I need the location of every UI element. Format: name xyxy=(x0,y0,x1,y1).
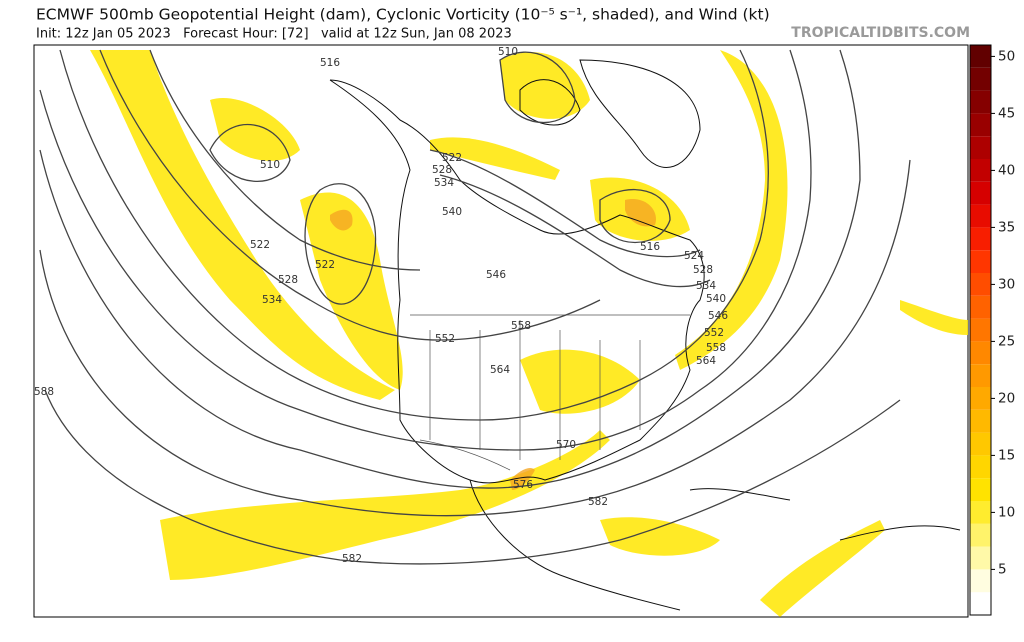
contour-label: 510 xyxy=(260,159,280,171)
colorbar-tick-label: 20 xyxy=(998,390,1015,406)
colorbar-band xyxy=(970,295,991,319)
contour-label: 570 xyxy=(556,439,576,451)
height-contours xyxy=(39,49,911,565)
contour-label: 534 xyxy=(434,177,454,189)
contour-label: 582 xyxy=(342,553,362,565)
colorbar-band xyxy=(970,250,991,273)
contour-label: 588 xyxy=(34,386,54,398)
colorbar-tick-label: 40 xyxy=(998,162,1015,178)
colorbar-band xyxy=(970,204,991,228)
contour-label: 558 xyxy=(706,342,726,354)
contour-label: 516 xyxy=(640,241,660,253)
colorbar-band xyxy=(970,159,991,182)
contour-label: 522 xyxy=(250,239,270,251)
colorbar-band xyxy=(970,136,991,159)
contour-label: 540 xyxy=(442,206,462,218)
colorbar-frame xyxy=(969,44,992,616)
contour-label: 546 xyxy=(708,310,728,322)
contour-label: 516 xyxy=(320,57,340,69)
colorbar-band xyxy=(970,569,991,593)
contour-label: 558 xyxy=(511,320,531,332)
colorbar-band xyxy=(970,478,991,501)
map-area: 5165105105225285345405225225285345465525… xyxy=(33,44,969,618)
colorbar-tick-label: 45 xyxy=(998,105,1015,121)
colorbar-band xyxy=(970,501,991,524)
contour-label: 564 xyxy=(696,355,716,367)
colorbar-band xyxy=(970,546,991,570)
colorbar-band xyxy=(970,409,991,433)
contour-label: 524 xyxy=(684,250,704,262)
colorbar-band xyxy=(970,432,991,456)
contour-label: 522 xyxy=(315,259,335,271)
contour-label: 540 xyxy=(706,293,726,305)
contour-label: 576 xyxy=(513,479,533,491)
contour-label: 528 xyxy=(278,274,298,286)
colorbar-tick-label: 35 xyxy=(998,219,1015,235)
title: ECMWF 500mb Geopotential Height (dam), C… xyxy=(36,6,770,24)
contour-label: 522 xyxy=(442,152,462,164)
colorbar-tick-label: 25 xyxy=(998,333,1015,349)
colorbar-tick-label: 50 xyxy=(998,48,1015,64)
colorbar-band xyxy=(970,273,991,296)
colorbar-band xyxy=(970,181,991,205)
contour-label: 528 xyxy=(432,164,452,176)
colorbar-tick-label: 5 xyxy=(998,561,1007,577)
colorbar-band xyxy=(970,523,991,547)
contour-label: 564 xyxy=(490,364,510,376)
colorbar-band xyxy=(970,227,991,251)
colorbar-band xyxy=(970,592,991,615)
colorbar-band xyxy=(970,113,991,137)
site-name: TROPICALTIDBITS.COM xyxy=(791,25,970,41)
colorbar-tick-label: 15 xyxy=(998,447,1015,463)
subtitle: Init: 12z Jan 05 2023 Forecast Hour: [72… xyxy=(36,27,512,42)
contour-label: 534 xyxy=(262,294,282,306)
colorbar-band xyxy=(970,67,991,91)
colorbar-band xyxy=(970,364,991,387)
contour-label: 534 xyxy=(696,280,716,292)
contour-label: 552 xyxy=(704,327,724,339)
contour-label: 552 xyxy=(435,333,455,345)
contour-label: 582 xyxy=(588,496,608,508)
contour-label: 510 xyxy=(498,46,518,58)
borders xyxy=(410,314,690,471)
contour-label: 528 xyxy=(693,264,713,276)
vorticity-shading xyxy=(90,50,968,617)
map-content xyxy=(39,49,968,617)
colorbar-tick-label: 10 xyxy=(998,504,1015,520)
colorbar-band xyxy=(970,455,991,479)
colorbar-tick-label: 30 xyxy=(998,276,1015,292)
colorbar-band xyxy=(970,387,991,410)
colorbar-band xyxy=(970,45,991,68)
colorbar-band xyxy=(970,318,991,342)
coastlines xyxy=(329,59,961,611)
colorbar-band xyxy=(970,90,991,114)
colorbar: 5 10 15 20 25 30 35 40 45 50 xyxy=(969,44,1015,616)
colorbar-band xyxy=(970,341,991,365)
contour-label: 546 xyxy=(486,269,506,281)
